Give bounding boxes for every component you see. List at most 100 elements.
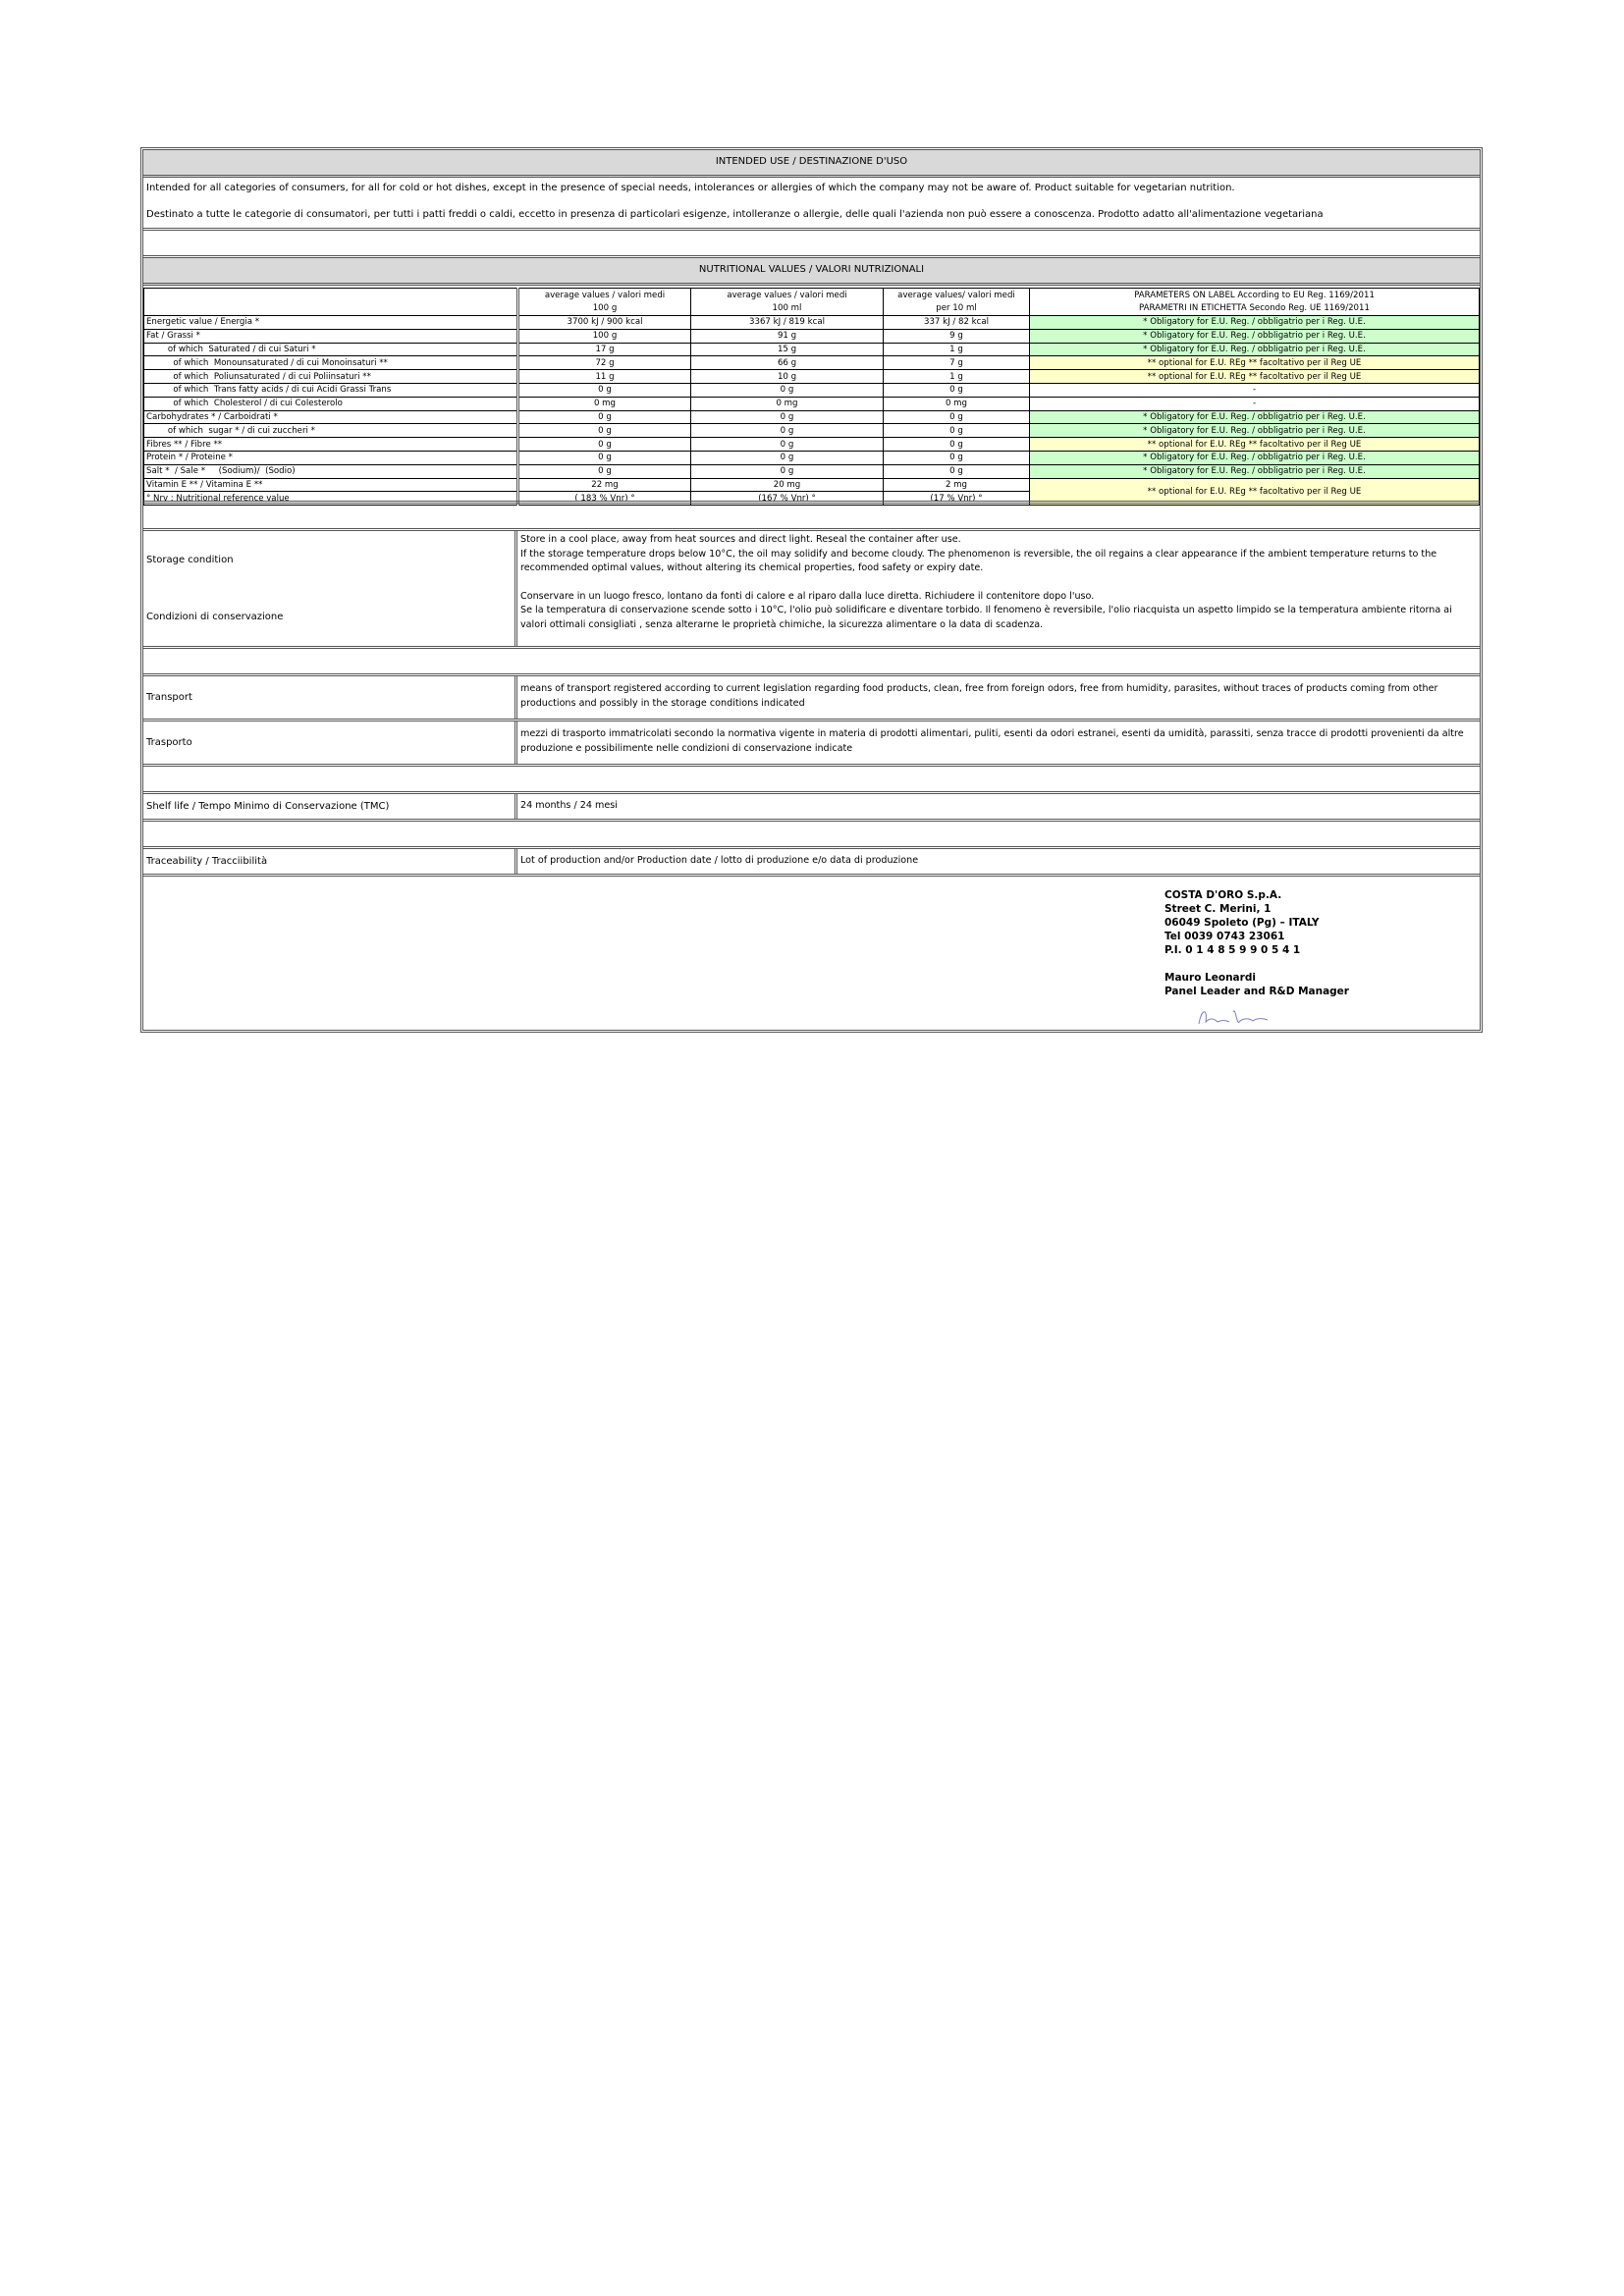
value-10ml: 0 mg bbox=[883, 396, 1030, 411]
value-100ml: 3367 kJ / 819 kcal bbox=[690, 315, 884, 330]
table-row: Salt * / Sale * (Sodium)/ (Sodio) 0 g 0 … bbox=[143, 463, 1480, 479]
param-note: - bbox=[1029, 396, 1480, 411]
value-100g: 17 g bbox=[517, 342, 691, 357]
value-10ml: 0 g bbox=[883, 382, 1030, 398]
value-10ml: 0 g bbox=[883, 423, 1030, 439]
value-10ml: 1 g bbox=[883, 369, 1030, 384]
intended-use-it: Destinato a tutte le categorie di consum… bbox=[146, 209, 1324, 220]
intended-use-text: Intended for all categories of consumers… bbox=[143, 178, 1480, 231]
divider bbox=[143, 501, 1480, 504]
value-100ml: 0 mg bbox=[690, 396, 884, 411]
table-row: of which Cholesterol / di cui Colesterol… bbox=[143, 396, 1480, 411]
intended-use-en: Intended for all categories of consumers… bbox=[146, 183, 1235, 193]
storage-section: Storage condition Condizioni di conserva… bbox=[143, 531, 1480, 649]
nutrient-label: Fibres ** / Fibre ** bbox=[143, 437, 519, 452]
value-100g: 100 g bbox=[517, 328, 691, 344]
param-note: * Obligatory for E.U. Reg. / obbligatrio… bbox=[1029, 342, 1480, 357]
value-100g: 0 g bbox=[517, 423, 691, 439]
table-row: of which Trans fatty acids / di cui Acid… bbox=[143, 382, 1480, 398]
value-100ml: 0 g bbox=[690, 423, 884, 439]
company-footer: COSTA D'ORO S.p.A. Street C. Merini, 1 060… bbox=[143, 877, 1480, 1030]
signer-role: Panel Leader and R&D Manager bbox=[1164, 986, 1349, 997]
value-10ml: 0 g bbox=[883, 450, 1030, 465]
nutrient-label: of which Trans fatty acids / di cui Acid… bbox=[143, 382, 519, 398]
signature bbox=[1198, 1010, 1269, 1025]
value-100g: 0 g bbox=[517, 463, 691, 479]
table-row: of which Monounsaturated / di cui Monoin… bbox=[143, 355, 1480, 371]
storage-text: Store in a cool place, away from heat so… bbox=[520, 534, 1452, 630]
param-note: - bbox=[1029, 382, 1480, 398]
param-note: * Obligatory for E.U. Reg. / obbligatrio… bbox=[1029, 463, 1480, 479]
param-note: * Obligatory for E.U. Reg. / obbligatrio… bbox=[1029, 315, 1480, 330]
param-note: ** optional for E.U. REg ** facoltativo … bbox=[1029, 437, 1480, 452]
value-100g: 11 g bbox=[517, 369, 691, 384]
value-100ml: 0 g bbox=[690, 382, 884, 398]
table-row: of which Poliunsaturated / di cui Poliin… bbox=[143, 369, 1480, 384]
table-row: of which Saturated / di cui Saturi * 17 … bbox=[143, 342, 1480, 357]
value-10ml: 9 g bbox=[883, 328, 1030, 344]
param-note: ** optional for E.U. REg ** facoltativo … bbox=[1029, 369, 1480, 384]
value-100ml: 66 g bbox=[690, 355, 884, 371]
nutrient-label: Fat / Grassi * bbox=[143, 328, 519, 344]
value-100ml: 0 g bbox=[690, 409, 884, 425]
value-10ml: 337 kJ / 82 kcal bbox=[883, 315, 1030, 330]
nutrient-label: of which Poliunsaturated / di cui Poliin… bbox=[143, 369, 519, 384]
table-row: Carbohydrates * / Carboidrati * 0 g 0 g … bbox=[143, 409, 1480, 425]
col-10ml: average values/ valori medi per 10 ml bbox=[883, 288, 1030, 316]
param-note: * Obligatory for E.U. Reg. / obbligatrio… bbox=[1029, 450, 1480, 465]
nutrient-label: of which Saturated / di cui Saturi * bbox=[143, 342, 519, 357]
value-100g: 0 g bbox=[517, 409, 691, 425]
transport-en-row: Transport means of transport registered … bbox=[143, 676, 1480, 721]
col-parameters: PARAMETERS ON LABEL According to EU Reg.… bbox=[1029, 288, 1480, 316]
spacer bbox=[143, 822, 1480, 849]
value-100g: 72 g bbox=[517, 355, 691, 371]
storage-label-en: Storage condition bbox=[146, 554, 234, 565]
storage-label-it: Condizioni di conservazione bbox=[146, 612, 284, 623]
col-100ml: average values / valori medi 100 ml bbox=[690, 288, 884, 316]
value-10ml: 0 g bbox=[883, 463, 1030, 479]
spacer bbox=[143, 504, 1480, 531]
transport-it-row: Trasporto mezzi di trasporto immatricola… bbox=[143, 721, 1480, 767]
company-address: COSTA D'ORO S.p.A. Street C. Merini, 1 060… bbox=[1164, 889, 1349, 997]
nutrient-label: Carbohydrates * / Carboidrati * bbox=[143, 409, 519, 425]
value-100ml: 15 g bbox=[690, 342, 884, 357]
nutrient-label: Salt * / Sale * (Sodium)/ (Sodio) bbox=[143, 463, 519, 479]
nutrient-label: of which Monounsaturated / di cui Monoin… bbox=[143, 355, 519, 371]
nutrition-table: average values / valori medi 100 g averag… bbox=[143, 288, 1480, 507]
table-row: Fat / Grassi * 100 g 91 g 9 g * Obligato… bbox=[143, 328, 1480, 344]
table-row-vitamin-e: Vitamin E ** / Vitamina E ** 22 mg 20 mg… bbox=[143, 477, 1480, 507]
param-note: ** optional for E.U. REg ** facoltativo … bbox=[1029, 355, 1480, 371]
value-100ml: 0 g bbox=[690, 450, 884, 465]
spacer bbox=[143, 767, 1480, 794]
nutrient-label: of which Cholesterol / di cui Colesterol… bbox=[143, 396, 519, 411]
value-10ml: 0 g bbox=[883, 409, 1030, 425]
nutrition-column-headers: average values / valori medi 100 g averag… bbox=[143, 288, 1480, 316]
nutrition-header: NUTRITIONAL VALUES / VALORI NUTRIZIONALI bbox=[143, 258, 1480, 286]
table-row: of which sugar * / di cui zuccheri * 0 g… bbox=[143, 423, 1480, 439]
nutrient-label: of which sugar * / di cui zuccheri * bbox=[143, 423, 519, 439]
value-100ml: 91 g bbox=[690, 328, 884, 344]
value-100g: 0 g bbox=[517, 382, 691, 398]
shelf-life-row: Shelf life / Tempo Minimo di Conservazio… bbox=[143, 794, 1480, 822]
table-row: Protein * / Proteine * 0 g 0 g 0 g * Obl… bbox=[143, 450, 1480, 465]
table-row: Fibres ** / Fibre ** 0 g 0 g 0 g ** opti… bbox=[143, 437, 1480, 452]
product-spec-sheet: INTENDED USE / DESTINAZIONE D'USO Intend… bbox=[140, 147, 1483, 1033]
col-100g: average values / valori medi 100 g bbox=[517, 288, 691, 316]
spacer bbox=[143, 231, 1480, 258]
value-100ml: 0 g bbox=[690, 437, 884, 452]
value-10ml: 1 g bbox=[883, 342, 1030, 357]
value-100g: 0 g bbox=[517, 450, 691, 465]
signer-name: Mauro Leonardi bbox=[1164, 972, 1256, 984]
traceability-row: Traceability / Tracciibilità Lot of prod… bbox=[143, 849, 1480, 877]
spacer bbox=[143, 649, 1480, 676]
nutrient-label: Protein * / Proteine * bbox=[143, 450, 519, 465]
value-10ml: 0 g bbox=[883, 437, 1030, 452]
value-100g: 0 g bbox=[517, 437, 691, 452]
value-100g: 0 mg bbox=[517, 396, 691, 411]
intended-use-header: INTENDED USE / DESTINAZIONE D'USO bbox=[143, 150, 1480, 178]
value-100ml: 10 g bbox=[690, 369, 884, 384]
param-note: * Obligatory for E.U. Reg. / obbligatrio… bbox=[1029, 409, 1480, 425]
value-100ml: 0 g bbox=[690, 463, 884, 479]
table-row: Energetic value / Energia * 3700 kJ / 90… bbox=[143, 315, 1480, 330]
